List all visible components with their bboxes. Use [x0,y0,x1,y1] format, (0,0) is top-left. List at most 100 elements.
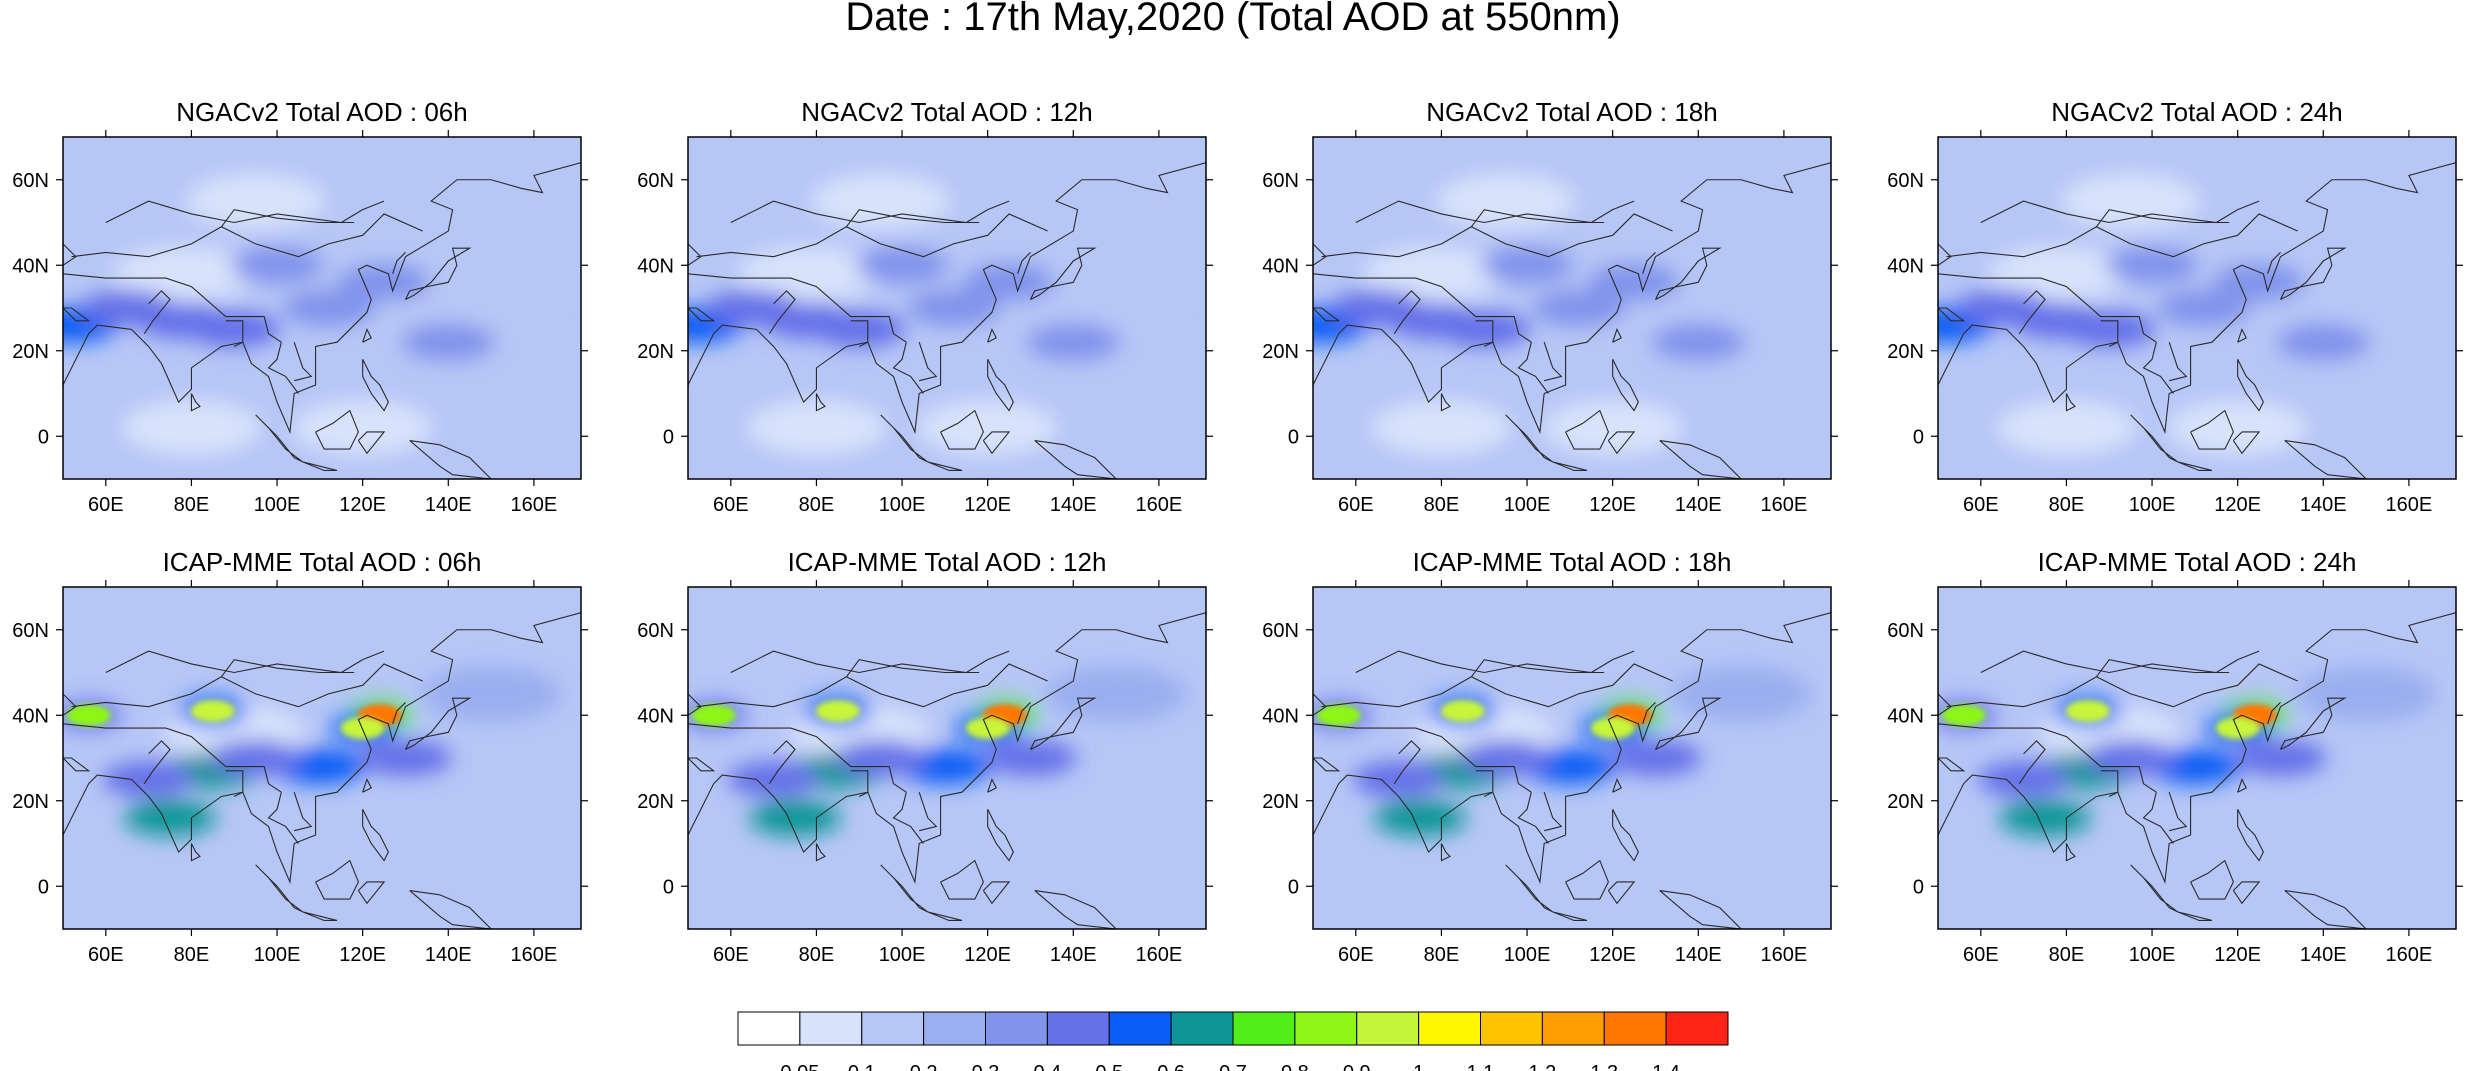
map-panel: NGACv2 Total AOD : 24h 60E 80E 100E 120E 140E… [1887,97,2463,516]
coastline [105,650,385,674]
lat-tick-label: 60N [1262,620,1299,642]
coastline [1440,843,1451,862]
coastline [1543,342,1563,382]
aod-high-region [1588,264,1681,301]
coastline [918,792,938,832]
aod-high-region [907,290,1000,326]
colorbar-label: 1.3 [1590,1062,1618,1071]
aod-low-region [463,836,581,893]
lat-tick-label: 60N [637,620,674,642]
coastline [143,290,171,334]
coastline [2168,342,2188,382]
colorbar-label: 0.1 [848,1062,876,1071]
lat-tick-label: 40N [637,705,674,727]
lat-tick-label: 40N [1262,705,1299,727]
coastline [2232,881,2261,905]
coastline [688,307,716,322]
lon-tick-label: 160E [511,494,558,516]
coastline [71,213,423,258]
lon-tick-label: 60E [1963,494,1999,516]
coastline [892,792,924,844]
aod-high-region [813,311,906,348]
lat-tick-label: 20N [1887,341,1924,363]
coastline [1029,247,1097,300]
lat-tick-label: 60N [637,170,674,192]
lon-tick-label: 80E [2049,944,2085,966]
aod-high-region [340,717,385,740]
lat-tick-label: 0 [1288,876,1299,898]
panel-title: NGACv2 Total AOD : 06h [176,97,467,127]
lon-tick-label: 80E [174,944,210,966]
panel-frame [1937,586,2457,930]
panel-frame [687,136,1207,480]
coastline [1612,359,1639,412]
coastline [1980,650,2260,674]
lat-tick-label: 0 [38,876,49,898]
coastline [2237,809,2264,862]
coastline [688,723,907,793]
coastline [1938,723,2157,793]
lon-tick-label: 100E [2129,494,2176,516]
panel-title: ICAP-MME Total AOD : 06h [163,547,482,577]
coastline [688,612,1206,885]
map-panels: NGACv2 Total AOD : 06h 60E 80E 100E 120E 140E… [12,97,2463,966]
lon-tick-label: 100E [2129,944,2176,966]
panel-title: ICAP-MME Total AOD : 18h [1413,547,1732,577]
coastlines [688,162,1206,479]
aod-field [1313,137,1831,479]
coastline [696,213,1048,258]
aod-high-region [2063,311,2156,348]
coastline [688,243,702,266]
coastline [1612,777,1622,793]
colorbar-swatch [985,1011,1048,1046]
coastline [2237,327,2247,343]
coastline [2018,290,2046,334]
coastline [63,243,77,266]
lat-tick-label: 20N [12,791,49,813]
coastline [1034,439,1117,479]
lon-tick-label: 140E [2300,494,2347,516]
aod-low-region [1987,245,2128,302]
lon-tick-label: 100E [254,944,301,966]
lon-tick-label: 60E [713,944,749,966]
panel-frame [687,586,1207,930]
lon-tick-label: 80E [174,494,210,516]
lat-tick-label: 40N [12,255,49,277]
aod-low-region [1046,258,1187,315]
coastline [696,663,1048,708]
lat-tick-label: 0 [663,876,674,898]
aod-high-region [66,704,111,727]
aod-high-region [2157,290,2250,326]
aod-low-region [737,245,878,302]
aod-high-region [1977,761,2070,798]
aod-high-region [190,699,235,722]
lat-tick-label: 40N [12,705,49,727]
aod-high-region [1438,311,1531,348]
coastline [987,777,997,793]
coastline [1393,740,1421,784]
coastline [2284,439,2367,479]
colorbar-label: 0.5 [1095,1062,1123,1071]
panel-frame [1937,136,2457,480]
coastline [2065,843,2076,862]
lon-tick-label: 60E [1338,944,1374,966]
lon-tick-label: 60E [1338,494,1374,516]
aod-low-region [1088,836,1206,893]
coastline [940,409,984,450]
aod-high-region [984,740,1077,776]
lat-tick-label: 40N [637,255,674,277]
coastline [1654,697,1722,750]
coastline [1938,307,1966,322]
coastline [1938,243,1952,266]
lat-tick-label: 20N [12,341,49,363]
coastline [357,431,386,455]
aod-high-region [1459,740,1552,776]
coastline [392,252,406,274]
lon-tick-label: 120E [964,494,1011,516]
lon-tick-label: 100E [879,494,926,516]
coastline [315,409,359,450]
coastline [2190,859,2234,900]
coastline [2065,393,2076,412]
coastline [404,697,472,750]
coastline [815,843,826,862]
